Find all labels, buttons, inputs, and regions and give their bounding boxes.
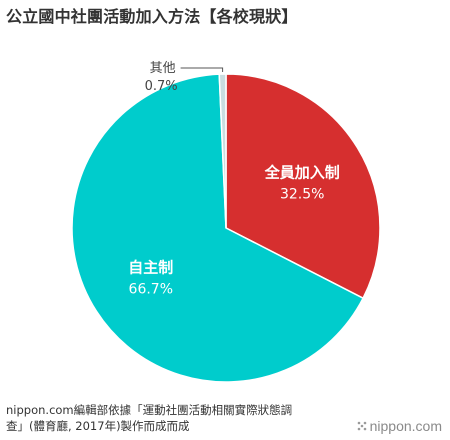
slice-label-0: 全員加入制	[264, 163, 340, 181]
nippon-logo[interactable]: nippon.com	[356, 418, 442, 434]
slice-label-2: 其他	[150, 61, 176, 76]
pie-labels: 全員加入制 32.5% 自主制 66.7% 其他 0.7%	[128, 61, 339, 297]
slice-value-1: 66.7%	[129, 281, 173, 297]
slice-value-0: 32.5%	[280, 186, 324, 202]
logo-text: nippon.com	[369, 418, 442, 434]
pie-slice-1	[71, 73, 365, 383]
pie-slice-2	[218, 73, 227, 229]
chart-title: 公立國中社團活動加入方法【各校現狀】	[6, 7, 298, 26]
source-line-1: nippon.com編輯部依據「運動社團活動相關實際狀態調	[6, 403, 293, 417]
leader-line-2	[180, 67, 224, 72]
slice-label-1: 自主制	[128, 258, 173, 276]
pie-chart: 全員加入制 32.5% 自主制 66.7% 其他 0.7%	[71, 61, 381, 383]
pie-slices	[71, 73, 381, 383]
source-line-2: 查」(體育廳, 2017年)製作而成而成	[6, 419, 190, 433]
logo-dots-icon	[357, 421, 366, 431]
slice-value-2: 0.7%	[145, 79, 178, 94]
source-note: nippon.com編輯部依據「運動社團活動相關實際狀態調 查」(體育廳, 20…	[6, 402, 292, 434]
pie-slice-0	[225, 73, 381, 300]
